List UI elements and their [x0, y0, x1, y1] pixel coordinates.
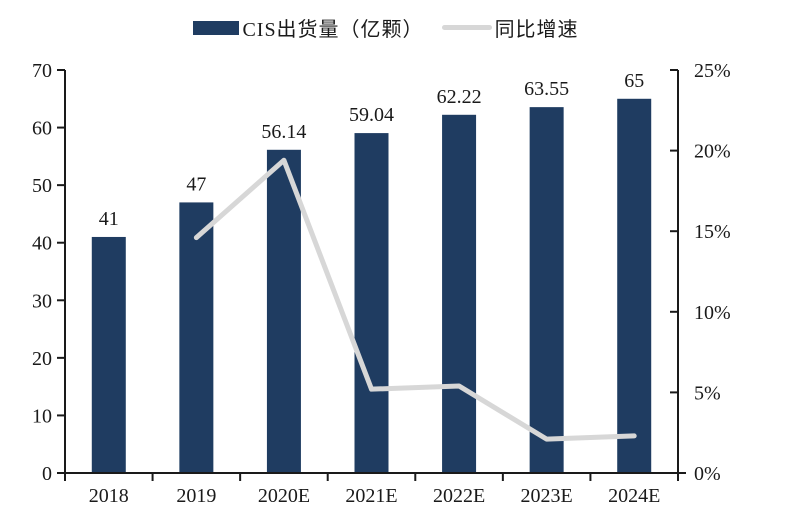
bar-2019	[179, 202, 214, 473]
growth-line	[193, 157, 637, 442]
bar-2023E	[529, 107, 564, 473]
bar-value-label: 65	[624, 70, 644, 92]
right-axis-tick-label: 10%	[694, 302, 731, 324]
bar-2020E	[266, 149, 301, 473]
left-axis-tick-label: 30	[32, 290, 52, 312]
x-axis-label-2023E: 2023E	[521, 485, 573, 507]
bar-value-label: 56.14	[261, 121, 306, 143]
left-axis-tick-label: 40	[32, 233, 52, 255]
x-axis-label-2019: 2019	[176, 485, 216, 507]
left-axis-tick-label: 20	[32, 348, 52, 370]
bar-2021E	[354, 133, 389, 474]
bar-value-label: 47	[186, 173, 206, 195]
legend-label-growth: 同比增速	[494, 19, 579, 41]
x-axis-label-2018: 2018	[89, 485, 129, 507]
legend-item-growth: 同比增速	[441, 13, 579, 42]
bar-2022E	[442, 114, 477, 473]
right-axis-tick-label: 0%	[694, 463, 721, 485]
legend-label-shipments: CIS出货量（亿颗）	[242, 19, 424, 41]
right-axis-tick-label: 15%	[694, 221, 731, 243]
legend-item-shipments: CIS出货量（亿颗）	[193, 13, 423, 42]
bar-series-swatch	[193, 20, 240, 35]
x-axis-label-2020E: 2020E	[258, 485, 310, 507]
bar-value-label: 59.04	[349, 104, 394, 126]
x-axis-label-2022E: 2022E	[433, 485, 485, 507]
bar-value-label: 63.55	[524, 78, 569, 100]
left-axis-tick-label: 50	[32, 175, 52, 197]
right-axis-tick-label: 25%	[694, 60, 731, 82]
x-axis-label-2021E: 2021E	[345, 485, 397, 507]
line-series-swatch	[441, 25, 492, 30]
chart-legend: CIS出货量（亿颗） 同比增速	[0, 13, 786, 42]
left-axis-tick-label: 70	[32, 60, 52, 82]
left-axis-tick-label: 0	[42, 463, 52, 485]
left-axis-tick-label: 60	[32, 118, 52, 140]
right-axis-tick-label: 5%	[694, 382, 721, 404]
bar-2018	[91, 236, 126, 473]
x-axis-label-2024E: 2024E	[608, 485, 660, 507]
right-axis-tick-label: 20%	[694, 141, 731, 163]
bar-value-label: 41	[99, 208, 119, 230]
left-axis-tick-label: 10	[32, 405, 52, 427]
bar-value-label: 62.22	[437, 86, 482, 108]
bar-2024E	[617, 98, 652, 474]
